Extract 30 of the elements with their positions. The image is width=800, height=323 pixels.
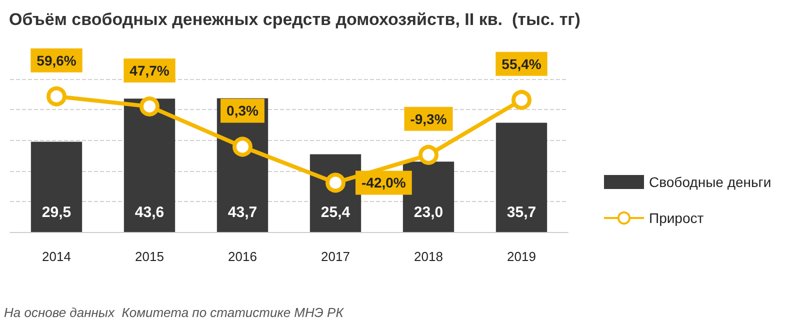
x-tick-label: 2019 xyxy=(507,249,536,264)
x-tick-label: 2016 xyxy=(228,249,257,264)
x-tick-label: 2014 xyxy=(42,249,71,264)
data-label: 29,5 xyxy=(42,204,72,221)
data-label: 23,0 xyxy=(414,204,444,221)
data-label: -9,3% xyxy=(410,110,448,127)
data-label: -42,0% xyxy=(362,174,406,191)
data-label: 55,4% xyxy=(502,56,542,72)
legend-label: Прирост xyxy=(649,210,704,226)
data-label: 59,6% xyxy=(36,52,77,68)
point xyxy=(512,90,532,110)
data-label: 43,7 xyxy=(228,204,258,221)
point xyxy=(418,144,438,165)
x-tick-label: 2018 xyxy=(414,249,443,264)
bar xyxy=(496,122,548,232)
data-label: 43,6 xyxy=(134,204,164,221)
chart-title: Объём свободных денежных средств домохозяйств, II кв. (тыс. тг) xyxy=(9,10,580,29)
bar xyxy=(124,98,176,232)
point xyxy=(232,136,252,157)
data-label: 35,7 xyxy=(506,204,536,221)
point xyxy=(46,86,66,106)
point xyxy=(140,96,160,116)
data-label: 47,7% xyxy=(130,62,170,78)
text: На основе данных Комитета по статистике МНЭ РК xyxy=(4,305,345,320)
bar xyxy=(30,142,82,232)
legend-label: Свободные деньги xyxy=(649,174,772,190)
data-label: 0,3% xyxy=(226,102,259,119)
x-tick-label: 2017 xyxy=(321,249,350,264)
data-label: 25,4 xyxy=(320,204,351,221)
x-tick-label: 2015 xyxy=(135,249,164,264)
